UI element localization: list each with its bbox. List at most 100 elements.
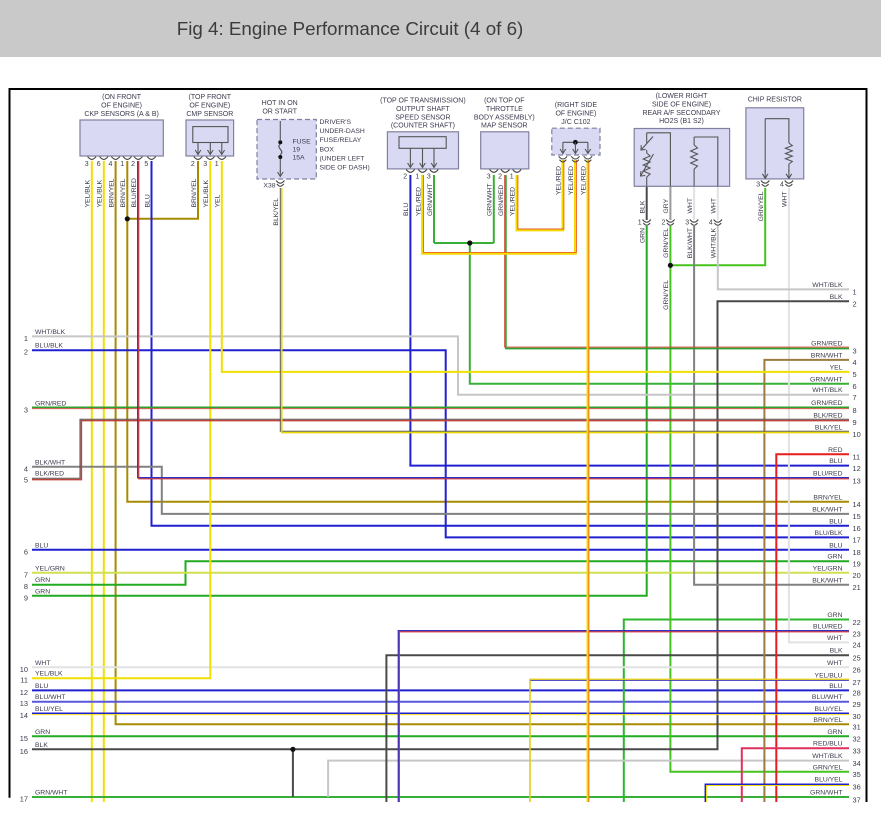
svg-text:3: 3 bbox=[487, 174, 491, 181]
svg-text:YEL/RED: YEL/RED bbox=[581, 166, 588, 195]
svg-text:17: 17 bbox=[20, 795, 28, 804]
svg-text:BRN/YEL: BRN/YEL bbox=[813, 717, 842, 724]
svg-text:X38: X38 bbox=[263, 183, 275, 190]
svg-text:32: 32 bbox=[853, 735, 861, 744]
svg-text:YEL: YEL bbox=[830, 364, 843, 371]
svg-text:6: 6 bbox=[97, 161, 101, 168]
svg-text:3: 3 bbox=[203, 161, 207, 168]
svg-text:GRY: GRY bbox=[663, 198, 670, 213]
svg-text:UNDER-DASH: UNDER-DASH bbox=[320, 128, 365, 135]
svg-text:YEL/BLK: YEL/BLK bbox=[85, 179, 92, 207]
svg-text:GRN: GRN bbox=[640, 228, 647, 243]
svg-text:BLU/WHT: BLU/WHT bbox=[812, 694, 843, 701]
svg-text:GRN/RED: GRN/RED bbox=[811, 341, 842, 348]
svg-text:GRN/RED: GRN/RED bbox=[35, 400, 66, 407]
svg-text:BLK/YEL: BLK/YEL bbox=[273, 198, 280, 226]
svg-text:BLU/YEL: BLU/YEL bbox=[815, 777, 843, 784]
svg-text:16: 16 bbox=[20, 747, 28, 756]
svg-text:3: 3 bbox=[756, 182, 760, 189]
svg-text:15: 15 bbox=[20, 734, 28, 743]
svg-text:BLU: BLU bbox=[35, 542, 48, 549]
svg-text:18: 18 bbox=[853, 548, 861, 557]
svg-text:BRN/YEL: BRN/YEL bbox=[813, 494, 842, 501]
svg-text:YEL: YEL bbox=[215, 194, 222, 207]
svg-text:BLU: BLU bbox=[829, 542, 842, 549]
svg-text:BLU/RED: BLU/RED bbox=[813, 471, 843, 478]
svg-text:13: 13 bbox=[20, 699, 28, 708]
svg-text:2: 2 bbox=[661, 220, 665, 227]
svg-text:BLK: BLK bbox=[35, 742, 48, 749]
svg-text:BLU/YEL: BLU/YEL bbox=[35, 706, 63, 713]
svg-text:Fig 4: Engine Performance Circ: Fig 4: Engine Performance Circuit (4 of … bbox=[177, 18, 524, 39]
svg-text:19: 19 bbox=[853, 560, 861, 569]
svg-text:29: 29 bbox=[853, 700, 861, 709]
svg-text:GRN/WHT: GRN/WHT bbox=[810, 376, 842, 383]
svg-text:2: 2 bbox=[403, 174, 407, 181]
svg-text:GRN: GRN bbox=[35, 729, 50, 736]
svg-text:1: 1 bbox=[120, 161, 124, 168]
svg-text:BLK/YEL: BLK/YEL bbox=[815, 424, 843, 431]
svg-text:21: 21 bbox=[853, 583, 861, 592]
svg-text:GRN/YEL: GRN/YEL bbox=[663, 280, 670, 310]
svg-text:MAP SENSOR: MAP SENSOR bbox=[481, 123, 528, 130]
svg-text:27: 27 bbox=[853, 678, 861, 687]
svg-text:7: 7 bbox=[24, 570, 28, 579]
svg-text:BODY ASSEMBLY): BODY ASSEMBLY) bbox=[474, 114, 535, 121]
svg-text:CMP SENSOR: CMP SENSOR bbox=[186, 111, 233, 118]
svg-text:GRN/WHT: GRN/WHT bbox=[487, 184, 494, 216]
svg-text:22: 22 bbox=[853, 618, 861, 627]
svg-text:(UNDER LEFT: (UNDER LEFT bbox=[320, 155, 365, 162]
svg-text:GRN: GRN bbox=[827, 612, 842, 619]
svg-text:15: 15 bbox=[853, 512, 861, 521]
svg-text:BLU/YEL: BLU/YEL bbox=[815, 706, 843, 713]
svg-text:YEL/RED: YEL/RED bbox=[415, 187, 422, 216]
svg-text:BLU/BLK: BLU/BLK bbox=[815, 530, 843, 537]
svg-text:WHT/BLK: WHT/BLK bbox=[812, 387, 843, 394]
svg-text:34: 34 bbox=[853, 759, 861, 768]
svg-text:31: 31 bbox=[853, 723, 861, 732]
svg-text:BRN/WHT: BRN/WHT bbox=[811, 352, 843, 359]
svg-text:CKP SENSORS (A & B): CKP SENSORS (A & B) bbox=[84, 111, 159, 118]
svg-text:WHT: WHT bbox=[711, 198, 718, 213]
svg-text:4: 4 bbox=[108, 161, 112, 168]
svg-text:GRN: GRN bbox=[827, 729, 842, 736]
svg-text:11: 11 bbox=[20, 676, 28, 685]
svg-text:33: 33 bbox=[853, 747, 861, 756]
svg-text:3: 3 bbox=[24, 405, 28, 414]
svg-text:1: 1 bbox=[510, 174, 514, 181]
svg-text:BLU/RED: BLU/RED bbox=[131, 178, 138, 208]
svg-text:BLU: BLU bbox=[403, 203, 410, 216]
svg-text:1: 1 bbox=[638, 220, 642, 227]
svg-text:GRN/YEL: GRN/YEL bbox=[663, 228, 670, 258]
svg-text:FUSE: FUSE bbox=[293, 139, 312, 146]
svg-text:BRN/YEL: BRN/YEL bbox=[108, 178, 115, 207]
svg-text:36: 36 bbox=[853, 783, 861, 792]
svg-text:OF ENGINE): OF ENGINE) bbox=[555, 110, 596, 117]
svg-text:25: 25 bbox=[853, 654, 861, 663]
svg-text:(RIGHT SIDE: (RIGHT SIDE bbox=[555, 102, 598, 109]
svg-text:YEL/RED: YEL/RED bbox=[510, 187, 517, 216]
svg-text:REAR A/F SECONDARY: REAR A/F SECONDARY bbox=[642, 110, 720, 117]
svg-text:GRN/WHT: GRN/WHT bbox=[35, 790, 67, 797]
svg-text:3: 3 bbox=[85, 161, 89, 168]
svg-text:4: 4 bbox=[780, 182, 784, 189]
svg-text:23: 23 bbox=[853, 630, 861, 639]
svg-text:BLU: BLU bbox=[829, 518, 842, 525]
svg-text:GRN: GRN bbox=[827, 554, 842, 561]
svg-text:YEL/BLK: YEL/BLK bbox=[203, 179, 210, 207]
svg-text:BLK/RED: BLK/RED bbox=[813, 412, 842, 419]
svg-text:GRN: GRN bbox=[35, 577, 50, 584]
svg-text:6: 6 bbox=[24, 547, 28, 556]
svg-text:BRN/YEL: BRN/YEL bbox=[120, 178, 127, 207]
svg-text:16: 16 bbox=[853, 524, 861, 533]
svg-text:BLK/WHT: BLK/WHT bbox=[812, 506, 842, 513]
svg-text:BLK/WHT: BLK/WHT bbox=[812, 577, 842, 584]
svg-text:7: 7 bbox=[853, 393, 857, 402]
svg-text:BLU/WHT: BLU/WHT bbox=[35, 694, 66, 701]
svg-text:GRN/WHT: GRN/WHT bbox=[427, 184, 434, 216]
svg-text:RED/BLU: RED/BLU bbox=[813, 741, 843, 748]
svg-text:YEL/GRN: YEL/GRN bbox=[35, 565, 65, 572]
svg-text:(TOP FRONT: (TOP FRONT bbox=[189, 94, 232, 101]
svg-text:20: 20 bbox=[853, 571, 861, 580]
svg-text:BLU/RED: BLU/RED bbox=[813, 624, 843, 631]
